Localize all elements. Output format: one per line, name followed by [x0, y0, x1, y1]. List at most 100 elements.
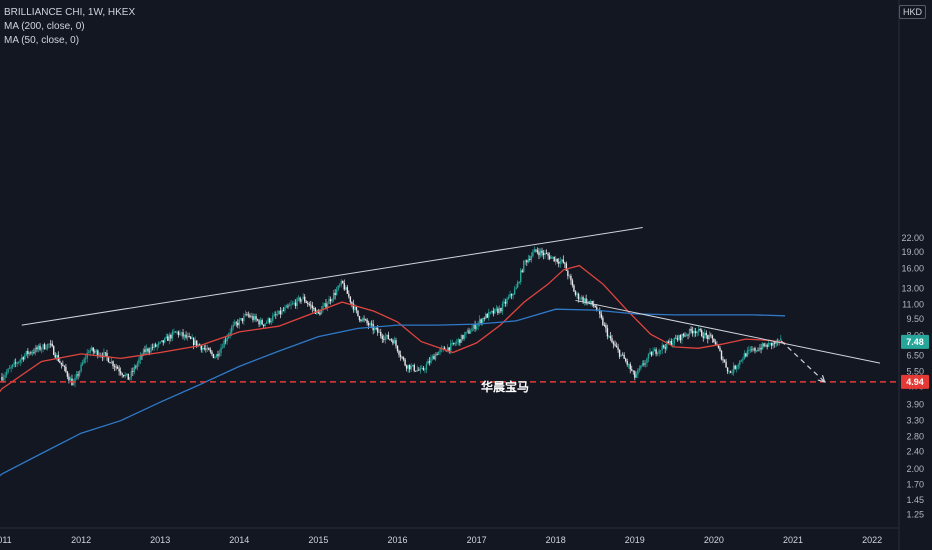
time-axis[interactable]: 2011 2012 2013 2014 2015 2016 2017 2018 2019 2020… [0, 535, 882, 545]
candle-body [253, 316, 256, 320]
candle-body [541, 250, 543, 253]
chart-legend: BRILLIANCE CHI, 1W, HKEX MA (200, close,… [4, 6, 135, 48]
candle-body [410, 365, 412, 370]
candle-body [600, 314, 603, 318]
candle-body [408, 364, 411, 370]
candle-body [342, 280, 344, 284]
candle-body [180, 332, 183, 334]
candle-body [21, 357, 23, 360]
candle-body [699, 329, 701, 331]
candle-body [338, 284, 341, 286]
candle-body [436, 354, 438, 356]
candle-body [428, 361, 431, 363]
candle-body [443, 347, 446, 351]
currency-label[interactable]: HKD [898, 5, 926, 19]
candle-body [337, 285, 339, 290]
upper-resistance-trendline [21, 227, 643, 326]
candle-body [717, 345, 720, 348]
candle-body [565, 263, 568, 271]
candle-body [460, 334, 463, 343]
last-price-tag-bg [901, 334, 929, 349]
price-tick-label: 16.00 [901, 264, 924, 274]
candle-body [232, 324, 234, 327]
candle-body [561, 259, 563, 261]
candle-body [226, 337, 228, 342]
candle-body [28, 352, 31, 355]
candle-body [739, 360, 741, 365]
candle-body [159, 341, 161, 343]
candle-body [65, 366, 67, 372]
candle-body [664, 347, 666, 349]
candle-body [240, 318, 242, 320]
symbol-title[interactable]: BRILLIANCE CHI, 1W, HKEX [4, 7, 136, 18]
candle-body [614, 344, 616, 346]
candle-body [290, 304, 292, 306]
candle-body [498, 308, 501, 314]
candle-body [690, 328, 692, 331]
candle-body [110, 361, 113, 364]
candle-body [564, 262, 566, 264]
candle-body [574, 291, 577, 295]
candle-body [713, 338, 715, 343]
candle-body [488, 312, 490, 318]
price-tick-label: 3.30 [906, 416, 924, 426]
candle-body [288, 305, 291, 307]
candle-body [632, 370, 634, 372]
time-tick-label: 2021 [783, 535, 803, 545]
candle-body [731, 372, 733, 374]
candle-body [367, 323, 370, 326]
candle-body [223, 340, 225, 348]
price-tick-label: 1.45 [906, 495, 924, 505]
candle-body [196, 340, 198, 346]
candle-body [262, 324, 265, 327]
candle-body [530, 256, 533, 260]
candle-body [285, 305, 288, 308]
candle-body [536, 250, 539, 253]
candle-body [78, 371, 81, 376]
candle-body [463, 334, 466, 339]
candle-body [150, 347, 152, 352]
candle-body [535, 249, 537, 251]
candle-body [281, 310, 283, 315]
candle-body [296, 298, 298, 306]
candle-body [533, 249, 536, 253]
candle-body [1, 376, 3, 381]
candle-body [346, 287, 349, 294]
candle-body [144, 349, 146, 352]
candle-body [446, 347, 449, 352]
candle-body [618, 349, 621, 357]
candle-body [243, 315, 245, 322]
candle-body [202, 347, 204, 350]
candle-body [103, 352, 105, 358]
candle-body [179, 333, 181, 335]
candle-body [433, 356, 435, 360]
candle-body [669, 340, 671, 344]
candle-body [211, 351, 213, 354]
candle-body [427, 361, 429, 365]
candle-body [31, 352, 34, 354]
candle-body [237, 322, 239, 326]
ma50-legend-label[interactable]: MA (50, close, 0) [4, 35, 80, 46]
candle-body [259, 320, 262, 325]
candle-body [234, 322, 236, 325]
price-tick-label: 2.00 [906, 464, 924, 474]
candle-body [291, 303, 294, 305]
candle-body [693, 331, 695, 334]
candle-body [723, 360, 726, 362]
candle-body [261, 320, 263, 325]
candle-body [62, 364, 64, 367]
candle-body [451, 342, 453, 344]
candle-body [754, 348, 756, 352]
candle-body [252, 315, 254, 320]
candle-body [349, 296, 352, 302]
candle-body [83, 358, 85, 363]
candle-body [667, 341, 669, 344]
candle-body [311, 305, 314, 309]
candle-body [8, 368, 11, 369]
candle-body [249, 315, 251, 318]
last-price-tag: 7.48 [906, 337, 924, 347]
ma200-legend-label[interactable]: MA (200, close, 0) [4, 21, 85, 32]
candle-body [16, 363, 18, 364]
candle-body [513, 289, 516, 295]
